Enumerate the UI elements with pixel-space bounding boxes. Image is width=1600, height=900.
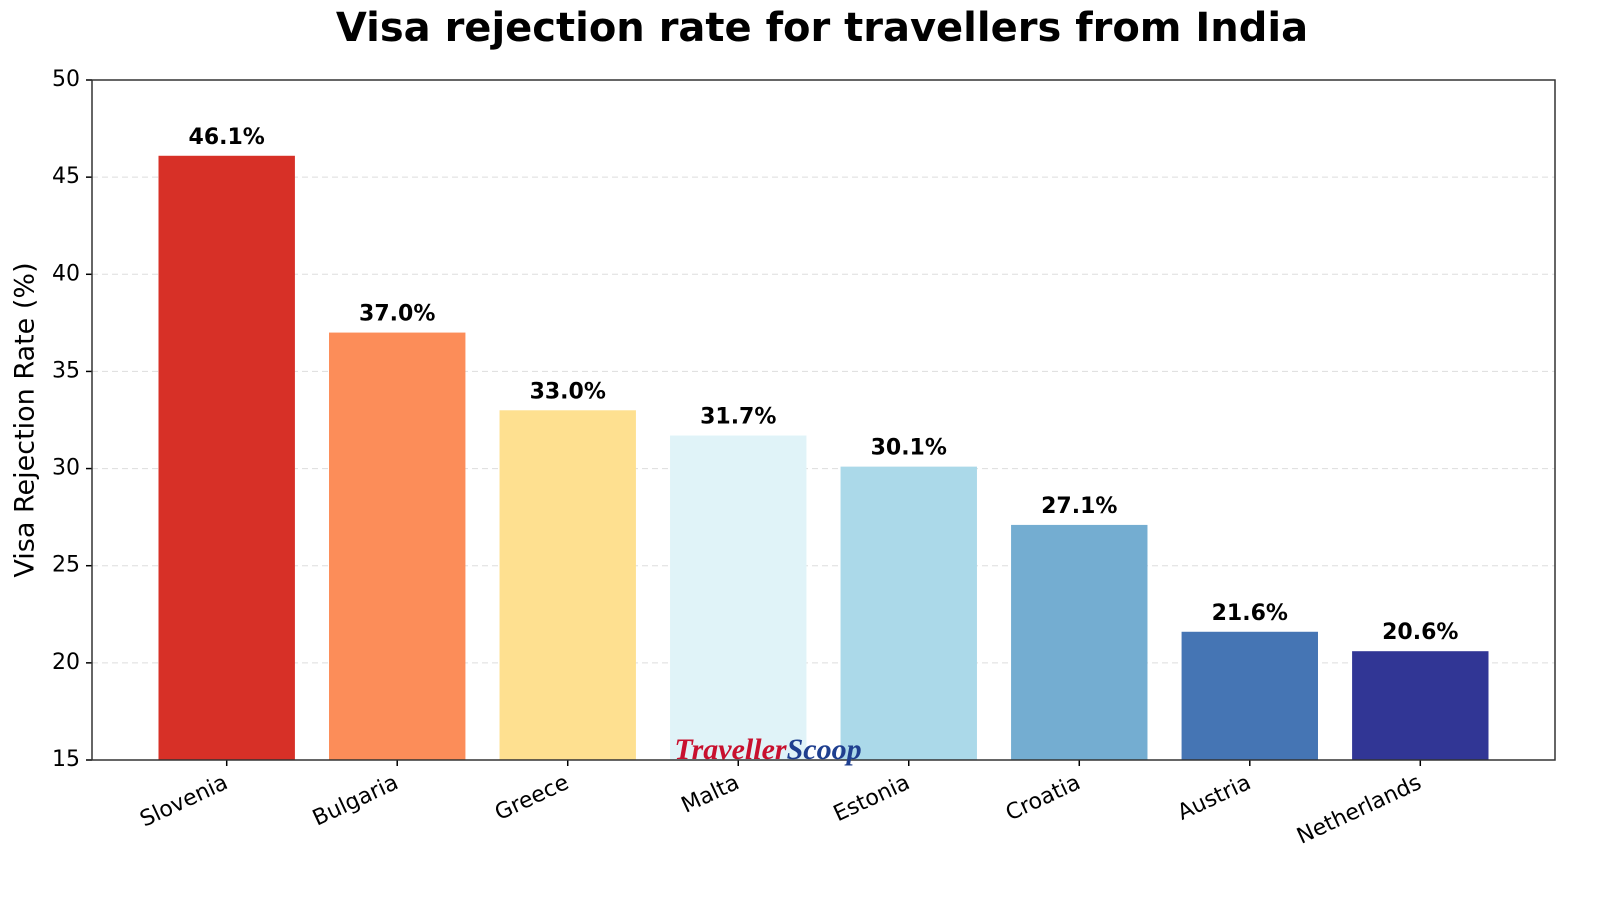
- y-axis-label: Visa Rejection Rate (%): [10, 262, 41, 577]
- x-tick-label: Slovenia: [136, 770, 231, 832]
- bar: [1352, 651, 1489, 760]
- x-tick-label: Greece: [491, 770, 573, 826]
- bar: [499, 410, 636, 760]
- watermark: TravellerScoop: [674, 733, 861, 766]
- bar: [1181, 631, 1318, 760]
- bar: [158, 155, 295, 760]
- value-label: 21.6%: [1212, 601, 1288, 626]
- value-label: 37.0%: [359, 302, 435, 327]
- y-tick-label: 25: [52, 553, 80, 578]
- bar: [670, 435, 807, 760]
- watermark-part: Scoop: [787, 733, 862, 766]
- x-tick-label: Austria: [1174, 770, 1255, 826]
- y-tick-label: 40: [52, 261, 80, 286]
- x-tick-label: Croatia: [1002, 770, 1084, 826]
- y-tick-label: 50: [52, 67, 80, 92]
- y-tick-label: 45: [52, 164, 80, 189]
- value-label: 27.1%: [1041, 494, 1117, 519]
- value-label: 31.7%: [700, 405, 776, 430]
- x-tick-label: Netherlands: [1293, 770, 1425, 849]
- plot-frame: [91, 79, 1556, 761]
- x-tick-label: Malta: [678, 770, 744, 818]
- x-tick-label: Bulgaria: [309, 770, 402, 831]
- y-tick-label: 35: [52, 358, 80, 383]
- value-label: 30.1%: [871, 436, 947, 461]
- y-tick-label: 20: [52, 650, 80, 675]
- y-tick-label: 30: [52, 456, 80, 481]
- bar: [1011, 524, 1148, 760]
- watermark-part: Traveller: [674, 733, 787, 766]
- bar: [840, 466, 977, 760]
- value-label: 20.6%: [1382, 620, 1458, 645]
- x-tick-label: Estonia: [830, 770, 914, 827]
- y-tick-label: 15: [52, 747, 80, 772]
- bar: [329, 332, 466, 760]
- value-label: 33.0%: [530, 379, 606, 404]
- value-label: 46.1%: [189, 125, 265, 150]
- chart-title: Visa rejection rate for travellers from …: [336, 5, 1308, 51]
